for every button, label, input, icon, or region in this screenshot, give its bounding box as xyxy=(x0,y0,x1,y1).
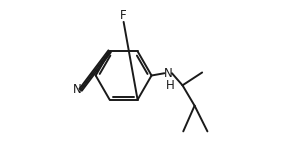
Text: N: N xyxy=(164,67,173,80)
Text: N: N xyxy=(72,83,81,96)
Text: F: F xyxy=(120,9,127,22)
Text: H: H xyxy=(166,79,174,92)
